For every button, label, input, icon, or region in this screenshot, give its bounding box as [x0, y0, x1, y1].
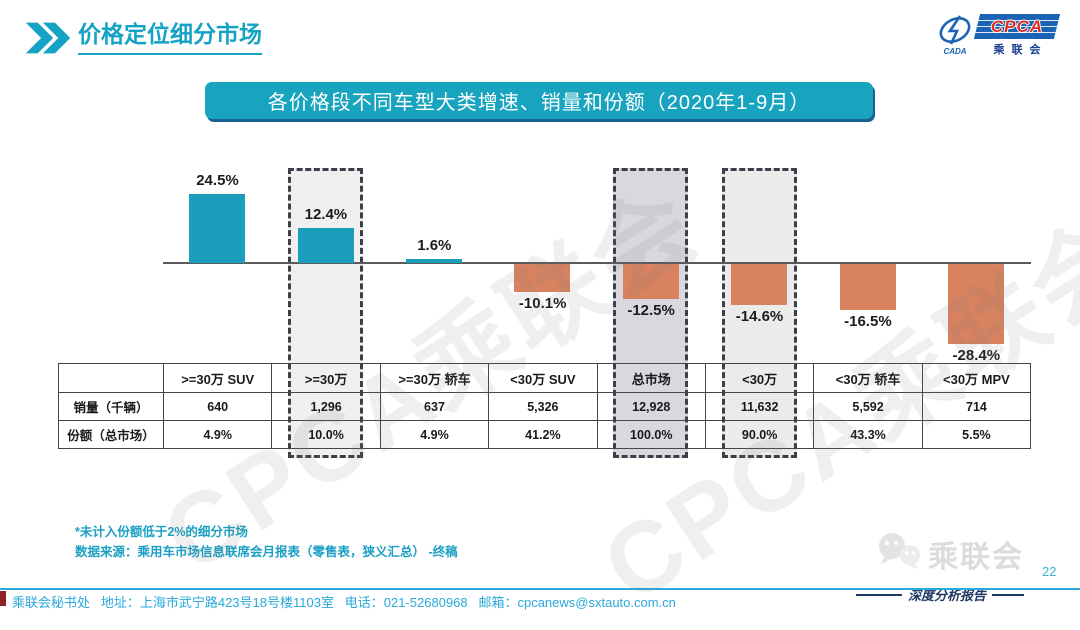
table-row: 销量（千辆） 640 1,296 637 5,326 12,928 11,632 5,592 7… [58, 392, 1032, 421]
share-value: 5.5% [921, 420, 1032, 449]
sales-value: 637 [379, 392, 490, 421]
report-type-label: 深度分析报告 [856, 585, 1038, 604]
bar-value-label: -10.1% [518, 295, 567, 313]
bar-value-label: 12.4% [304, 206, 348, 224]
bar->=30万 [297, 228, 354, 263]
footnote-line: *未计入份额低于2%的细分市场 [75, 525, 248, 539]
bar-value-label: -14.6% [735, 307, 784, 325]
row-label [58, 363, 164, 393]
column-header: <30万 [704, 363, 815, 393]
wechat-bubbles-icon [872, 530, 924, 577]
bar-value-label: -28.4% [952, 346, 1001, 364]
bar-value-label: 1.6% [417, 236, 452, 254]
share-value: 4.9% [379, 420, 490, 449]
rule-line [992, 593, 1025, 596]
report-label-text: 深度分析报告 [908, 588, 987, 603]
row-label: 份额（总市场） [58, 420, 164, 449]
footer-divider [0, 588, 1080, 590]
data-source-line: 数据来源：乘用车市场信息联席会月报表（零售表，狭义汇总） -终稿 [75, 545, 458, 559]
page-number: 22 [1042, 564, 1057, 579]
bar-value-label: -12.5% [627, 302, 675, 319]
bar-value-label: 24.5% [196, 172, 239, 190]
bar->=30万 轿车 [406, 258, 462, 263]
column-header: <30万 轿车 [813, 363, 923, 393]
column-header: >=30万 轿车 [379, 363, 490, 393]
wechat-account-name: 乘联会 [928, 540, 1024, 574]
sales-value: 714 [921, 392, 1032, 421]
bar-<30万 [731, 264, 788, 305]
table-row: 份额（总市场） 4.9% 10.0% 4.9% 41.2% 100.0% 90.0% 43.3… [58, 420, 1032, 449]
table-row: >=30万 SUV >=30万 >=30万 轿车 <30万 SUV 总市场 <30万 <30… [58, 363, 1032, 393]
column-header: >=30万 SUV [162, 363, 273, 393]
cpca-abbr: CPCA [990, 16, 1044, 36]
cpca-logo: CADA CPCA 乘联会 [936, 14, 1061, 61]
double-chevron-icon [24, 20, 72, 61]
cpca-swirl-icon: CADA [936, 14, 974, 61]
cpca-plate: CPCA [973, 14, 1061, 39]
column-header: <30万 SUV [488, 363, 598, 393]
share-value: 4.9% [162, 420, 273, 449]
cpca-name: 乘联会 [993, 44, 1048, 56]
column-header: 总市场 [596, 363, 706, 393]
row-label: 销量（千辆） [58, 392, 164, 421]
rule-line [856, 593, 902, 596]
share-value: 10.0% [271, 420, 381, 449]
slide: CPCA乘联会 CPCA乘联会 价格定位细分市场 CADA CPCA [0, 14, 1080, 624]
sales-value: 1,296 [271, 392, 381, 421]
share-value: 43.3% [813, 420, 923, 449]
bar-value-label: -16.5% [844, 313, 892, 331]
segment-table: >=30万 SUV >=30万 >=30万 轿车 <30万 SUV 总市场 <30万 <30… [58, 363, 1032, 449]
page-title: 价格定位细分市场 [78, 20, 262, 55]
wechat-watermark: 乘联会 [872, 530, 1024, 577]
bar-总市场 [622, 264, 679, 299]
svg-text:CADA: CADA [943, 47, 966, 56]
sales-value: 5,326 [488, 392, 598, 421]
column-header: <30万 MPV [921, 363, 1032, 393]
bar->=30万 SUV [189, 194, 246, 263]
share-value: 90.0% [704, 420, 815, 449]
chart-title-banner: 各价格段不同车型大类增速、销量和份额（2020年1-9月） [205, 82, 873, 119]
slide-header: 价格定位细分市场 [24, 20, 262, 61]
sales-value: 640 [162, 392, 273, 421]
footer-accent-chip [0, 591, 6, 606]
sales-value: 5,592 [813, 392, 923, 421]
footer-contact-info: 乘联会秘书处 地址：上海市武宁路423号18号楼1103室 电话：021-526… [12, 595, 676, 610]
footnotes: *未计入份额低于2%的细分市场 数据来源：乘用车市场信息联席会月报表（零售表，狭… [75, 522, 458, 562]
sales-value: 11,632 [704, 392, 815, 421]
bar-<30万 SUV [514, 264, 571, 293]
share-value: 41.2% [488, 420, 598, 449]
bar-<30万 轿车 [839, 264, 896, 311]
zero-axis-line [163, 262, 1031, 264]
bar-<30万 MPV [948, 264, 1004, 344]
column-header: >=30万 [271, 363, 381, 393]
share-value: 100.0% [596, 420, 706, 449]
sales-value: 12,928 [596, 392, 706, 421]
